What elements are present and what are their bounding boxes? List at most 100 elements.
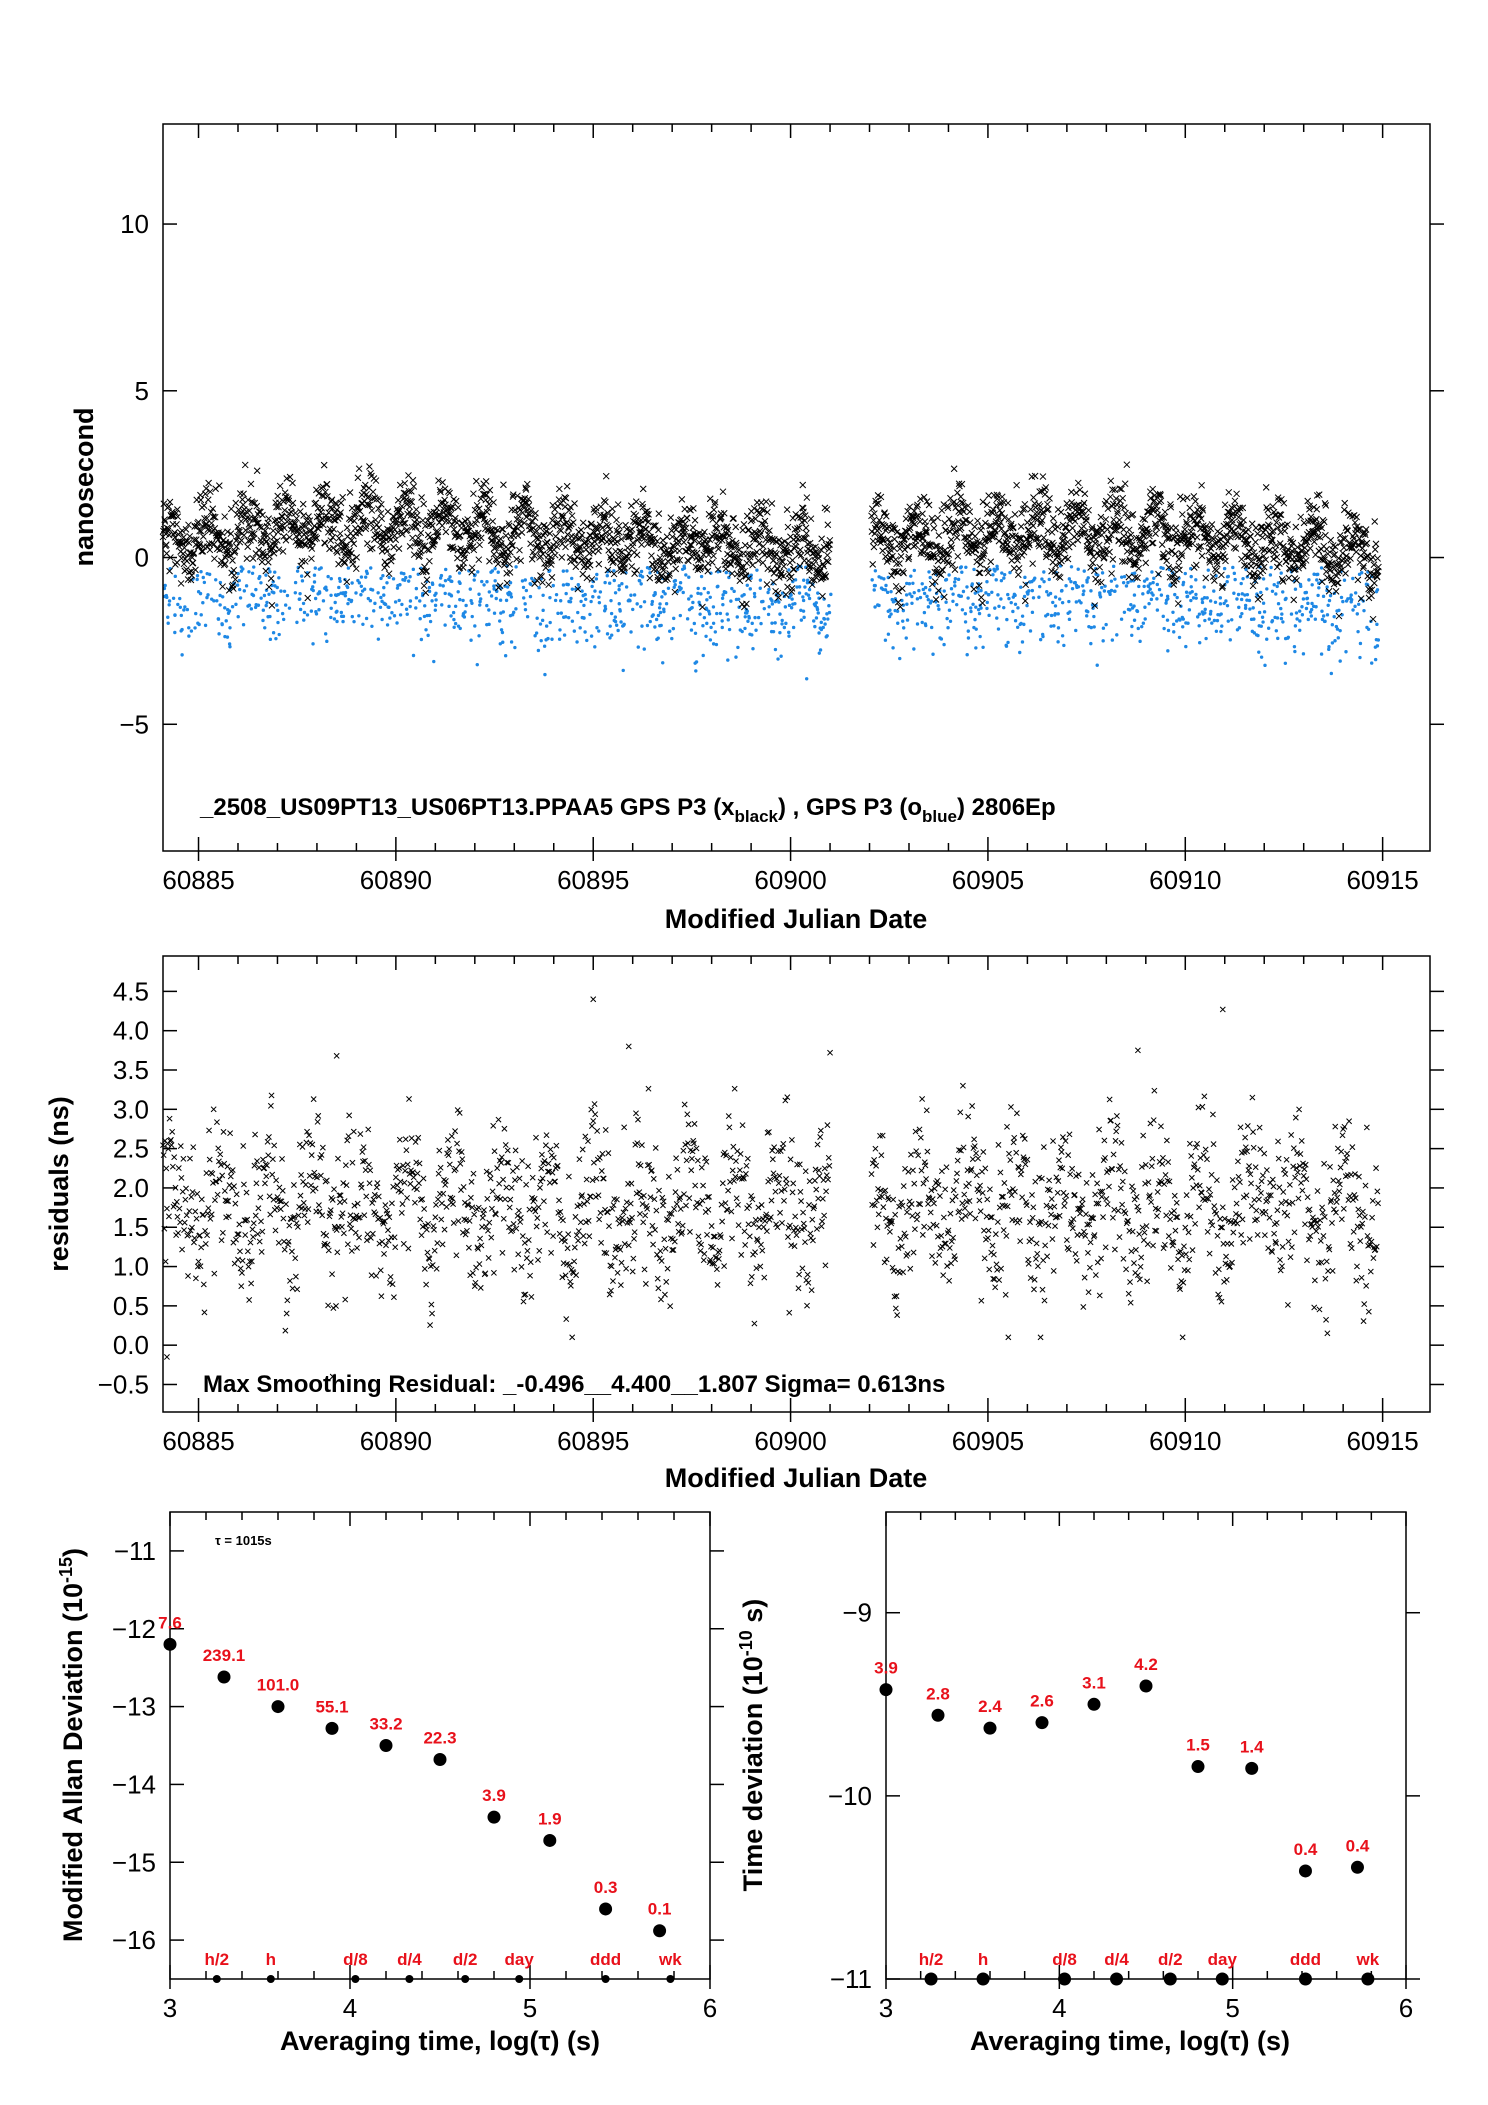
black-point [951, 520, 958, 527]
black-point [1163, 557, 1171, 565]
blue-point [335, 609, 339, 614]
blue-point [511, 610, 516, 615]
residual-point [515, 1251, 522, 1258]
blue-point [758, 586, 762, 590]
blue-point [530, 576, 534, 581]
residual-point [346, 1220, 353, 1227]
residual-point [388, 1200, 395, 1207]
blue-point [227, 642, 232, 646]
black-point [1302, 557, 1310, 564]
blue-point [1143, 617, 1147, 621]
black-point [498, 540, 505, 547]
residual-point [344, 1137, 351, 1144]
blue-point [682, 564, 686, 568]
residual-point [282, 1327, 289, 1334]
black-point [218, 557, 225, 565]
blue-point [597, 600, 602, 605]
blue-point [566, 582, 570, 587]
blue-point [1314, 605, 1318, 609]
black-point [905, 526, 913, 534]
residual-point [475, 1204, 482, 1211]
blue-point [990, 590, 994, 595]
black-point [409, 476, 417, 484]
black-point [553, 543, 561, 550]
blue-point [654, 617, 659, 622]
black-point [433, 504, 441, 512]
blue-point [1006, 640, 1010, 645]
blue-point [341, 614, 346, 619]
black-point [869, 561, 877, 568]
blue-point [1240, 611, 1244, 616]
blue-point [632, 593, 637, 597]
black-point [904, 543, 912, 551]
blue-point [759, 621, 763, 626]
black-point [965, 533, 973, 541]
black-point [667, 546, 675, 554]
black-point [637, 528, 645, 536]
black-point [1327, 536, 1335, 544]
black-point [1109, 556, 1117, 563]
blue-point [1362, 608, 1366, 613]
black-point [952, 529, 959, 536]
residual-point [362, 1167, 369, 1174]
residual-point [290, 1182, 297, 1188]
blue-point [163, 583, 167, 588]
black-point [248, 529, 256, 537]
black-point [302, 529, 310, 537]
black-point [905, 553, 913, 561]
black-point [1339, 549, 1347, 557]
blue-point [724, 570, 728, 575]
black-point [164, 527, 172, 535]
blue-point [707, 609, 711, 613]
black-point [292, 509, 299, 517]
blue-point [1346, 597, 1350, 601]
black-point [797, 551, 805, 559]
black-point [232, 499, 240, 507]
blue-point [1334, 624, 1339, 629]
blue-point [618, 609, 622, 613]
blue-point [1281, 590, 1285, 594]
black-point [1249, 582, 1257, 590]
blue-point [1260, 615, 1265, 619]
blue-point [658, 610, 663, 615]
black-point [932, 596, 940, 603]
blue-point [509, 595, 514, 599]
black-point [595, 560, 603, 568]
black-point [538, 573, 546, 580]
black-point [259, 511, 266, 519]
blue-point [324, 585, 328, 589]
black-point [815, 554, 823, 562]
x-tick-labels: 60885 60890 60895 60900 60905 60910 60915 [162, 865, 1418, 895]
residual-point [500, 1215, 507, 1222]
black-point [609, 505, 616, 513]
black-point [546, 544, 553, 552]
black-point [1183, 518, 1190, 526]
black-point [1261, 546, 1269, 554]
residual-point [177, 1143, 184, 1150]
blue-point [1141, 621, 1146, 625]
blue-point [1146, 584, 1151, 589]
blue-point [570, 619, 575, 623]
blue-point [1151, 593, 1155, 597]
blue-point [1293, 624, 1298, 628]
black-point [454, 504, 462, 511]
blue-point [275, 603, 279, 607]
black-point [420, 500, 428, 508]
blue-point [326, 574, 330, 579]
blue-point [1046, 612, 1050, 617]
blue-point [622, 622, 626, 627]
residual-point [401, 1179, 408, 1186]
blue-point [1151, 580, 1155, 585]
residual-point [165, 1213, 172, 1220]
blue-point [1375, 588, 1380, 592]
blue-point [1194, 592, 1198, 597]
black-point [957, 524, 965, 532]
black-point [282, 536, 290, 544]
residual-point [500, 1176, 507, 1183]
blue-point [195, 573, 200, 578]
blue-point [1013, 602, 1018, 606]
black-point [198, 548, 206, 555]
blue-point [663, 592, 667, 596]
residual-point [265, 1134, 272, 1140]
residual-point [238, 1283, 245, 1290]
